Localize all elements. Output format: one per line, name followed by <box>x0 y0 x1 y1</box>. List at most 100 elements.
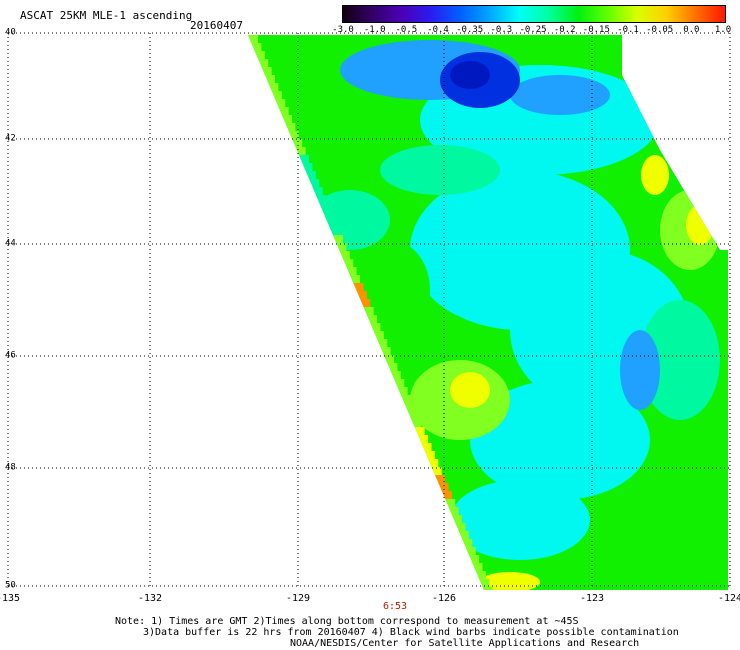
edge-cell <box>421 443 432 451</box>
y-axis-tick-label: 44 <box>5 238 16 249</box>
edge-cell <box>401 395 412 403</box>
colorbar-tick-label: -0.4 <box>427 25 449 35</box>
edge-cell <box>333 235 344 243</box>
edge-cell <box>265 75 276 83</box>
edge-cell <box>424 451 435 459</box>
edge-cell <box>384 355 395 363</box>
edge-cell <box>455 523 466 531</box>
edge-cell <box>465 547 476 555</box>
edge-cell <box>261 67 272 75</box>
edge-cell <box>370 323 381 331</box>
edge-cell <box>346 267 357 275</box>
edge-cell <box>414 427 425 435</box>
edge-cell <box>458 531 469 539</box>
edge-cell <box>431 467 442 475</box>
colorbar-tick-label: 1.0 <box>714 25 732 35</box>
wind-region <box>510 75 610 115</box>
edge-cell <box>411 419 422 427</box>
edge-cell <box>397 387 408 395</box>
edge-cell <box>305 171 316 179</box>
wind-region <box>450 480 590 560</box>
y-axis-tick-label: 48 <box>5 462 16 473</box>
edge-cell <box>462 539 473 547</box>
edge-cell <box>275 99 286 107</box>
edge-cell <box>309 179 320 187</box>
edge-cell <box>373 331 384 339</box>
edge-cell <box>329 227 340 235</box>
edge-cell <box>482 587 493 590</box>
edge-cell <box>394 379 405 387</box>
edge-cell <box>404 403 415 411</box>
edge-cell <box>380 347 391 355</box>
x-axis-tick-label: -132 <box>137 593 163 604</box>
wind-region <box>380 145 500 195</box>
colorbar-tick-label: -0.2 <box>553 25 576 35</box>
edge-cell <box>418 435 429 443</box>
colorbar-tick-label: -0.5 <box>395 25 418 35</box>
y-axis-tick-label: 46 <box>5 350 16 361</box>
y-axis-tick-label: 50 <box>5 580 16 591</box>
colorbar <box>342 5 726 23</box>
edge-cell <box>319 203 330 211</box>
x-axis-tick-label: -126 <box>431 593 457 604</box>
x-axis-tick-label: -129 <box>285 593 311 604</box>
edge-cell <box>258 59 269 67</box>
note-line-1: Note: 1) Times are GMT 2)Times along bot… <box>115 616 579 627</box>
edge-cell <box>452 515 463 523</box>
colorbar-tick-label: -0.3 <box>490 25 513 35</box>
edge-cell <box>288 131 299 139</box>
edge-cell <box>363 307 374 315</box>
y-axis-tick-label: 42 <box>5 133 16 144</box>
wind-region <box>470 380 650 500</box>
edge-cell <box>268 83 279 91</box>
edge-cell <box>445 499 456 507</box>
lat-lon-grid <box>7 32 731 587</box>
x-axis-tick-label: -123 <box>579 593 605 604</box>
colorbar-tick-label: -0.05 <box>646 25 674 35</box>
edge-cell <box>353 283 364 291</box>
high-value-spot <box>480 572 540 590</box>
colorbar-tick-label: -1.0 <box>363 25 386 35</box>
note-line-2: 3)Data buffer is 22 hrs from 20160407 4)… <box>143 627 679 638</box>
colorbar-tick-label: -3.0 <box>332 25 354 35</box>
edge-cell <box>316 195 327 203</box>
edge-cell <box>472 563 483 571</box>
low-value-core <box>450 61 490 89</box>
edge-cell <box>326 219 337 227</box>
high-value-spot <box>686 205 714 245</box>
edge-cell <box>350 275 361 283</box>
edge-cell <box>251 43 262 51</box>
colorbar-tick-label: -0.35 <box>456 25 484 35</box>
edge-cell <box>292 139 303 147</box>
edge-cell <box>428 459 439 467</box>
wind-swath <box>248 35 728 590</box>
note-line-3: NOAA/NESDIS/Center for Satellite Applica… <box>290 638 640 649</box>
x-axis-tick-label: -124 <box>717 593 740 604</box>
edge-cell <box>435 475 446 483</box>
edge-cell <box>407 411 418 419</box>
high-value-spot <box>450 372 490 408</box>
edge-cell <box>278 107 289 115</box>
edge-cell <box>285 123 296 131</box>
edge-cell <box>387 363 398 371</box>
edge-cell <box>343 259 354 267</box>
edge-cell <box>360 299 371 307</box>
high-value-spot <box>641 155 669 195</box>
edge-cell <box>475 571 486 579</box>
colorbar-tick-label: -0.25 <box>519 25 547 35</box>
edge-cell <box>248 35 258 43</box>
edge-cell <box>322 211 333 219</box>
edge-cell <box>441 491 452 499</box>
pass-time-label: 6:53 <box>383 601 408 612</box>
edge-cell <box>356 291 367 299</box>
wind-region <box>640 300 720 420</box>
edge-cell <box>282 115 293 123</box>
edge-cell <box>336 243 347 251</box>
edge-cell <box>469 555 480 563</box>
edge-cell <box>377 339 388 347</box>
edge-cell <box>299 155 310 163</box>
edge-cell <box>302 163 313 171</box>
edge-cell <box>448 507 459 515</box>
edge-cell <box>271 91 282 99</box>
